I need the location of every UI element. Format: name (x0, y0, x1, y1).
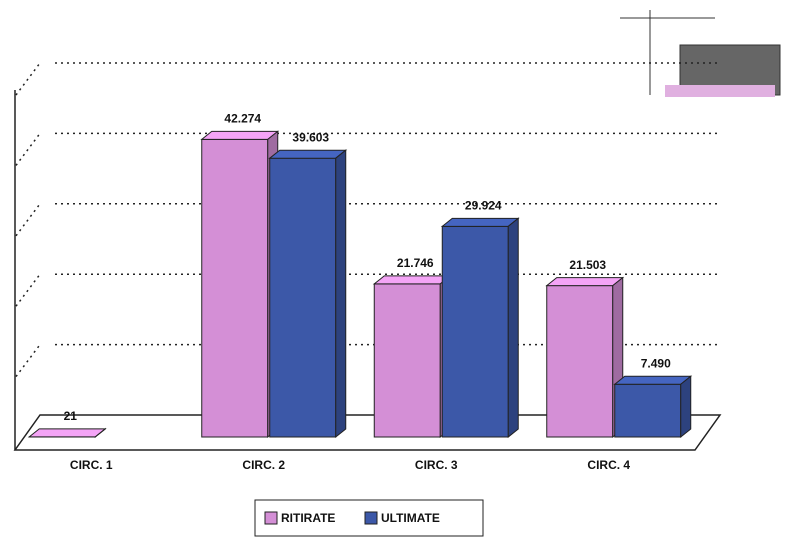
value-label: 21.503 (569, 258, 606, 272)
bar-side (680, 375, 692, 439)
bar-side (335, 149, 347, 439)
value-label: 42.274 (224, 112, 261, 126)
bar-top (372, 275, 452, 285)
bar (200, 130, 280, 439)
bar-front (201, 138, 269, 438)
legend-swatch (364, 511, 378, 525)
value-label: 21 (64, 409, 78, 423)
x-tick-label: CIRC. 1 (70, 458, 113, 472)
grid-line-wall (15, 344, 41, 378)
bar (440, 217, 520, 439)
bar-top (268, 149, 348, 159)
bar-top (440, 217, 520, 227)
bar-top (27, 428, 107, 438)
floor (13, 414, 722, 451)
building-icon (620, 10, 781, 97)
bar-top (200, 130, 280, 140)
bar-side (507, 217, 519, 439)
bar-front (441, 225, 509, 438)
value-label: 21.746 (397, 256, 434, 270)
grid-line-wall (15, 62, 41, 96)
legend-label: ULTIMATE (381, 511, 440, 525)
bar-top (545, 277, 625, 287)
bar-side (94, 427, 106, 439)
bar (372, 274, 452, 439)
bar (27, 427, 107, 439)
value-label: 29.924 (465, 199, 502, 213)
x-tick-label: CIRC. 2 (242, 458, 285, 472)
x-tick-label: CIRC. 3 (415, 458, 458, 472)
bar-front (546, 285, 614, 438)
bar (268, 149, 348, 439)
value-label: 39.603 (292, 130, 329, 144)
grid-line-wall (15, 132, 41, 166)
bar-front (614, 383, 682, 438)
bar-front (269, 157, 337, 438)
legend-swatch (264, 511, 278, 525)
bar-top (613, 375, 693, 385)
legend: RITIRATE ULTIMATE (254, 499, 484, 537)
grid-line-wall (15, 273, 41, 307)
x-tick-label: CIRC. 4 (587, 458, 630, 472)
legend-label: RITIRATE (281, 511, 335, 525)
bar (613, 375, 693, 439)
grid-line-wall (15, 203, 41, 237)
value-label: 7.490 (641, 356, 671, 370)
bar (545, 276, 625, 439)
bar-front (373, 283, 441, 438)
